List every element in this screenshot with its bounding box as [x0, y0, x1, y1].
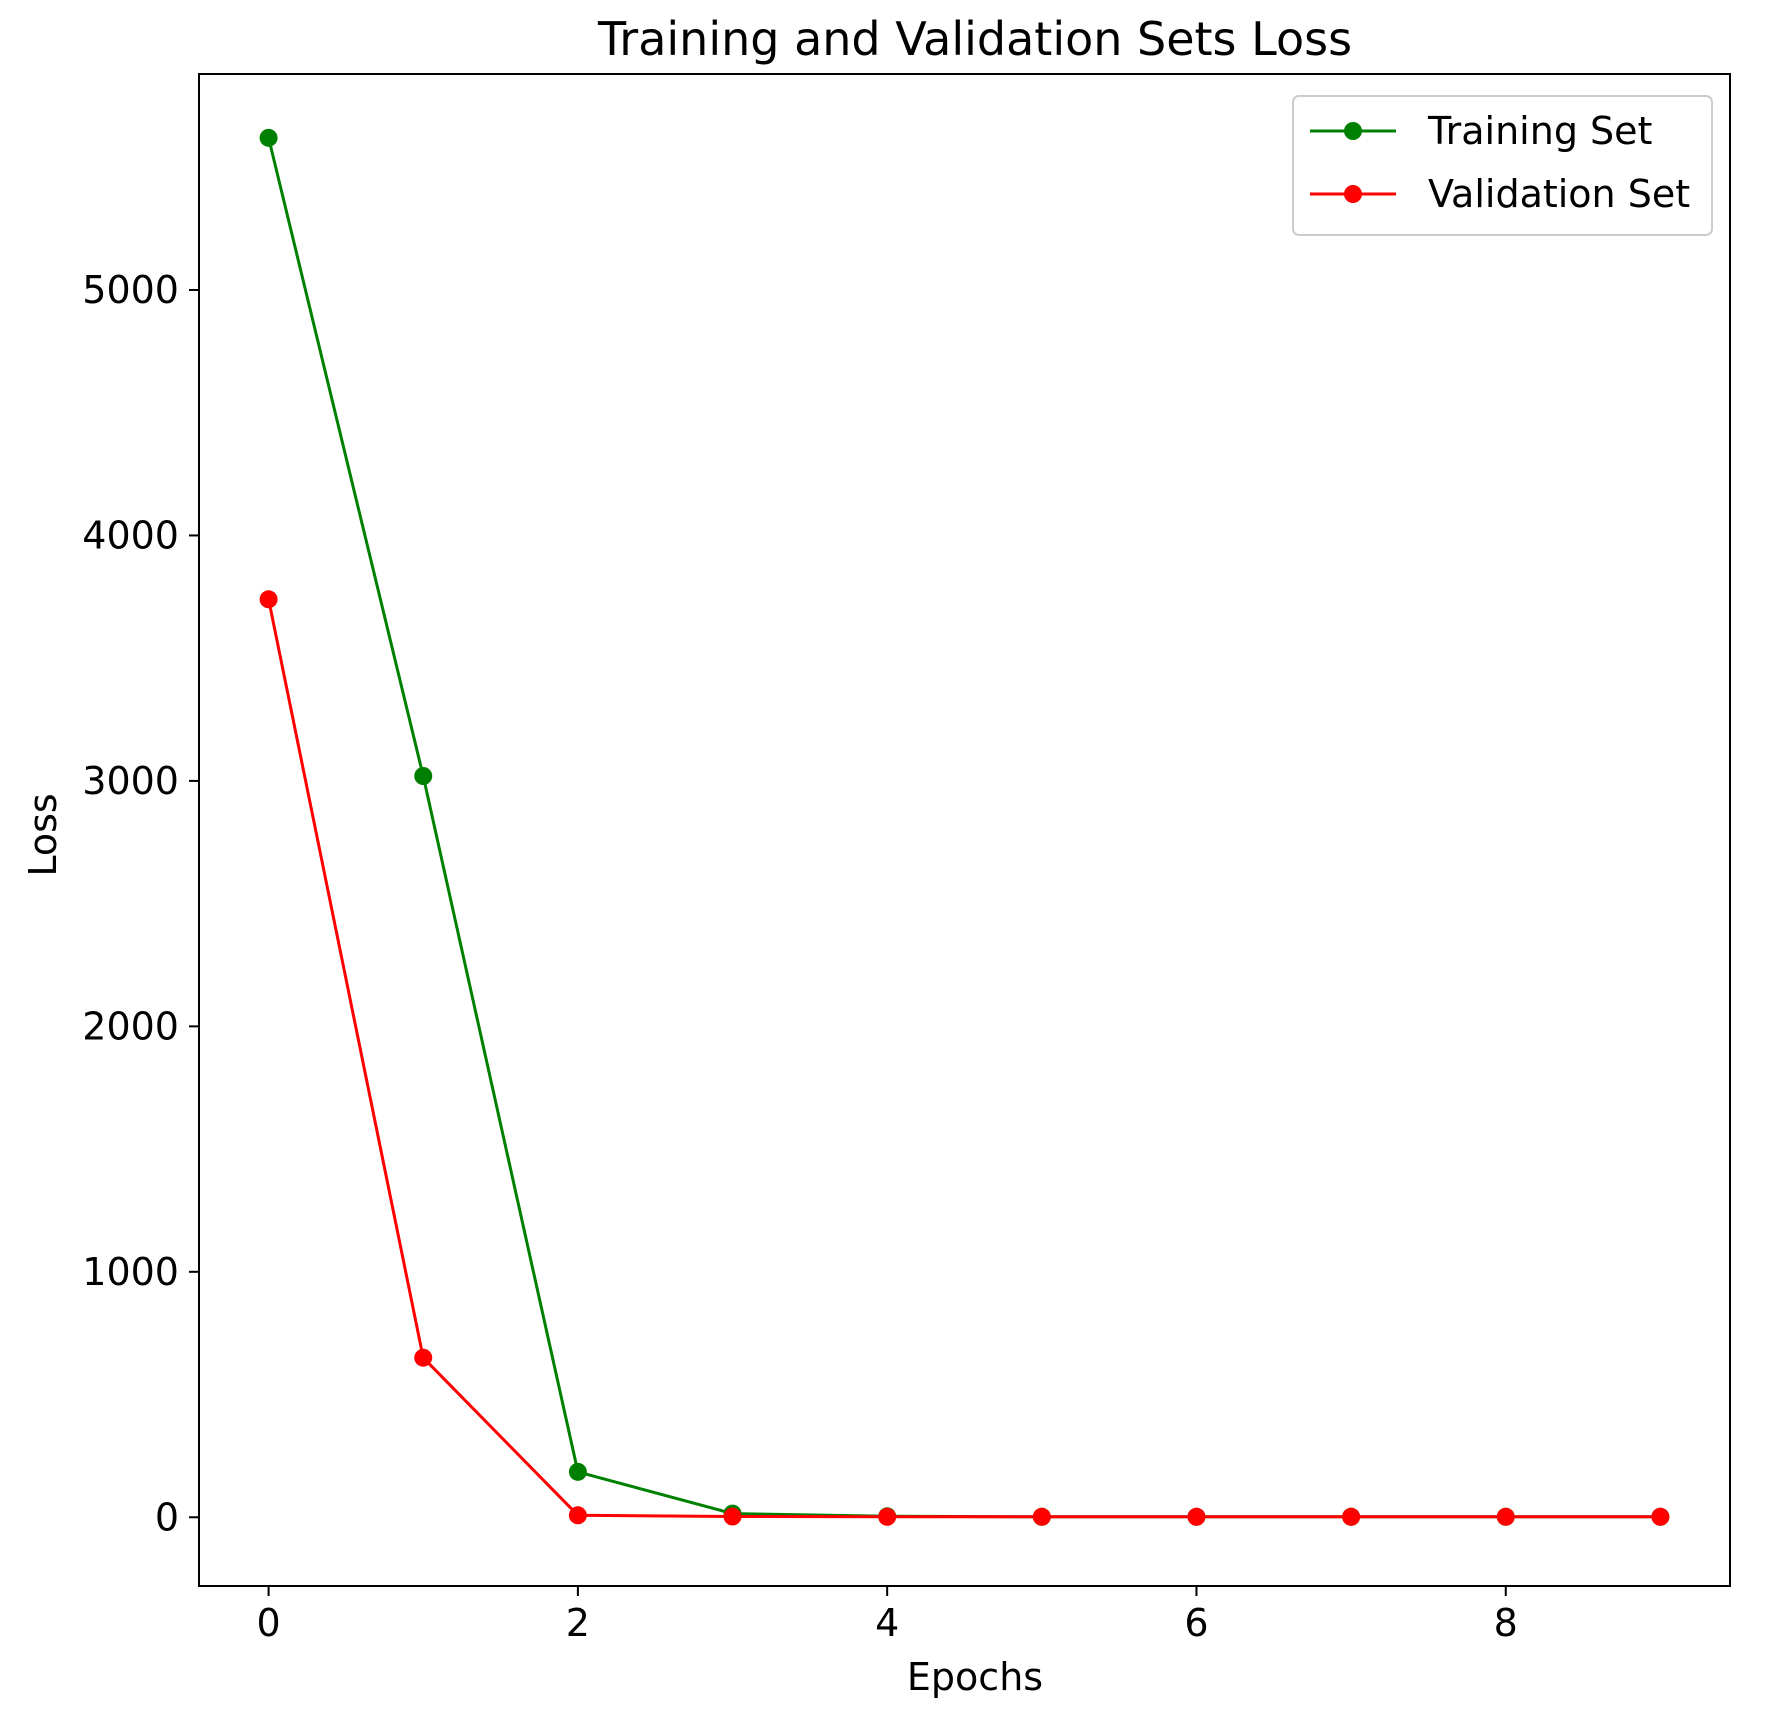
- x-tick-label-4: 8: [1494, 1601, 1518, 1645]
- y-tick-label-1: 1000: [82, 1250, 179, 1294]
- legend-label-0: Training Set: [1427, 109, 1652, 153]
- data-point-0-2: [568, 1462, 587, 1481]
- legend-label-1: Validation Set: [1428, 172, 1690, 216]
- data-point-0-0: [259, 128, 278, 147]
- x-axis-label: Epochs: [907, 1655, 1043, 1699]
- data-point-1-4: [878, 1507, 897, 1526]
- y-axis: 0 1000 2000 3000 4000 5000: [82, 268, 199, 1539]
- data-point-1-3: [723, 1507, 742, 1526]
- data-point-1-7: [1342, 1507, 1361, 1526]
- legend: Training Set Validation Set: [1292, 95, 1713, 236]
- x-axis: 0 2 4 6 8: [256, 1586, 1518, 1645]
- x-tick-label-2: 4: [875, 1601, 899, 1645]
- y-tick-label-5: 5000: [82, 268, 179, 312]
- series-1: [259, 590, 1670, 1526]
- chart-title: Training and Validation Sets Loss: [597, 12, 1352, 66]
- data-point-1-1: [414, 1348, 433, 1367]
- data-point-1-6: [1187, 1507, 1206, 1526]
- legend-marker-0: [1344, 122, 1362, 140]
- x-tick-label-1: 2: [566, 1601, 590, 1645]
- series-line-1: [267, 597, 1662, 1519]
- y-tick-label-3: 3000: [82, 759, 179, 803]
- x-tick-label-0: 0: [256, 1601, 280, 1645]
- axes-frame: [198, 73, 1731, 1587]
- data-point-1-2: [568, 1506, 587, 1525]
- y-tick-label-2: 2000: [82, 1004, 179, 1048]
- y-axis-label: Loss: [21, 793, 65, 876]
- legend-box: [1292, 95, 1713, 236]
- y-tick-label-4: 4000: [82, 513, 179, 557]
- data-point-1-8: [1496, 1507, 1515, 1526]
- data-point-1-5: [1032, 1507, 1051, 1526]
- data-point-0-1: [414, 767, 433, 785]
- x-tick-label-3: 6: [1184, 1601, 1208, 1645]
- plot-area: [259, 128, 1670, 1526]
- data-point-1-0: [259, 590, 278, 609]
- y-tick-label-0: 0: [155, 1495, 179, 1539]
- data-point-1-9: [1651, 1507, 1670, 1526]
- legend-marker-1: [1344, 185, 1362, 203]
